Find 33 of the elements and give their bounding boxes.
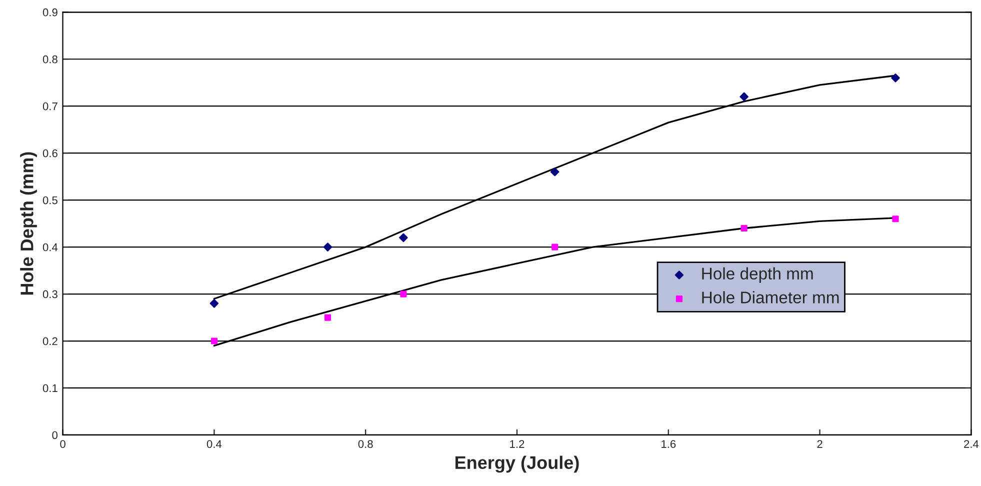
point <box>552 244 558 250</box>
y-tick-label: 0.4 <box>42 243 58 252</box>
y-tick-label: 0.9 <box>42 8 58 16</box>
point <box>550 168 560 176</box>
x-tick-label: 1.6 <box>662 440 676 448</box>
x-tick-label: 0.8 <box>358 440 373 448</box>
x-tick-label: 1.2 <box>510 440 524 448</box>
x-tick-label: 0 <box>60 440 66 448</box>
x-axis-title: Energy (Joule) <box>455 456 579 473</box>
x-tick-label: 2.4 <box>964 440 979 448</box>
y-tick-label: 0 <box>52 431 58 440</box>
y-tick-label: 0.6 <box>42 149 58 158</box>
legend-label: Hole Diameter mm <box>702 291 839 304</box>
y-tick-label: 0.1 <box>42 384 58 392</box>
point <box>740 92 748 102</box>
legend-label: Hole depth mm <box>702 267 813 283</box>
y-tick-label: 0.2 <box>42 337 58 346</box>
point <box>210 338 218 344</box>
point <box>210 299 219 308</box>
x-tick-label: 0.4 <box>206 440 222 448</box>
point <box>740 224 748 232</box>
y-tick-label: 0.3 <box>42 290 58 298</box>
point <box>892 216 899 222</box>
point <box>323 242 332 252</box>
y-tick-label: 0.5 <box>42 196 58 204</box>
y-axis-title: Hole Depth (mm) <box>20 152 37 295</box>
point <box>399 233 408 242</box>
point <box>400 290 407 298</box>
y-tick-label: 0.8 <box>42 55 58 64</box>
point <box>324 314 332 321</box>
point <box>891 74 900 82</box>
y-tick-label: 0.7 <box>42 102 58 110</box>
x-tick-label: 2 <box>817 440 822 448</box>
